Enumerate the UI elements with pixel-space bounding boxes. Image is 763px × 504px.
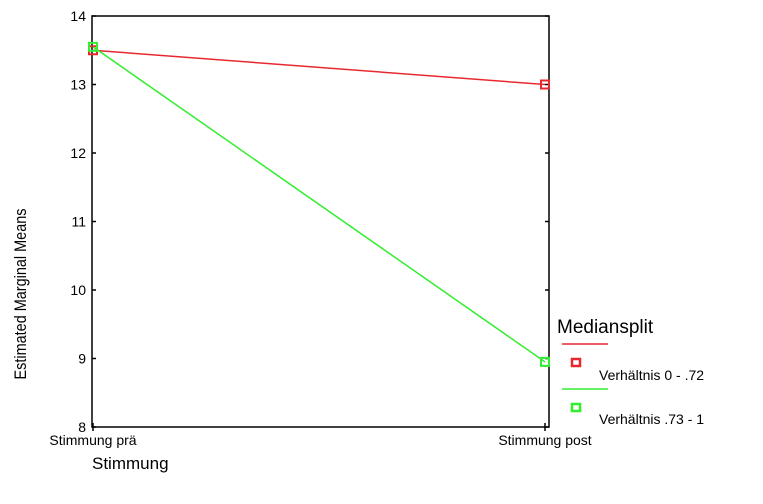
x-axis: Stimmung prä Stimmung post [49, 423, 592, 448]
series-line-2 [92, 46, 546, 363]
y-tick-label: 12 [70, 145, 86, 161]
legend-marker-series-1 [570, 357, 582, 368]
legend-marker-series-2 [570, 402, 582, 413]
y-tick-label: 10 [70, 282, 86, 298]
x-tick-label: Stimmung prä [49, 432, 136, 448]
series-layer [88, 41, 550, 367]
data-point [540, 356, 550, 367]
legend: Mediansplit Verhältnis 0 - .72 Verhältni… [557, 317, 704, 427]
plot-frame [91, 15, 550, 428]
data-point [540, 79, 550, 90]
y-tick-label: 11 [71, 214, 86, 230]
y-tick-label: 9 [78, 351, 86, 367]
legend-title: Mediansplit [557, 317, 654, 338]
series-line-1 [92, 49, 546, 86]
data-point [88, 41, 98, 52]
y-axis: 8 9 10 11 12 13 14 [70, 8, 549, 435]
y-tick-label: 13 [70, 77, 86, 93]
x-axis-title: Stimmung [92, 454, 169, 473]
y-axis-title: Estimated Marginal Means [12, 208, 30, 379]
y-tick-label: 8 [78, 419, 86, 435]
legend-label-series-2: Verhältnis .73 - 1 [599, 411, 704, 427]
x-tick-label: Stimmung post [498, 432, 591, 448]
y-tick-label: 14 [70, 8, 86, 24]
legend-label-series-1: Verhältnis 0 - .72 [599, 367, 704, 383]
